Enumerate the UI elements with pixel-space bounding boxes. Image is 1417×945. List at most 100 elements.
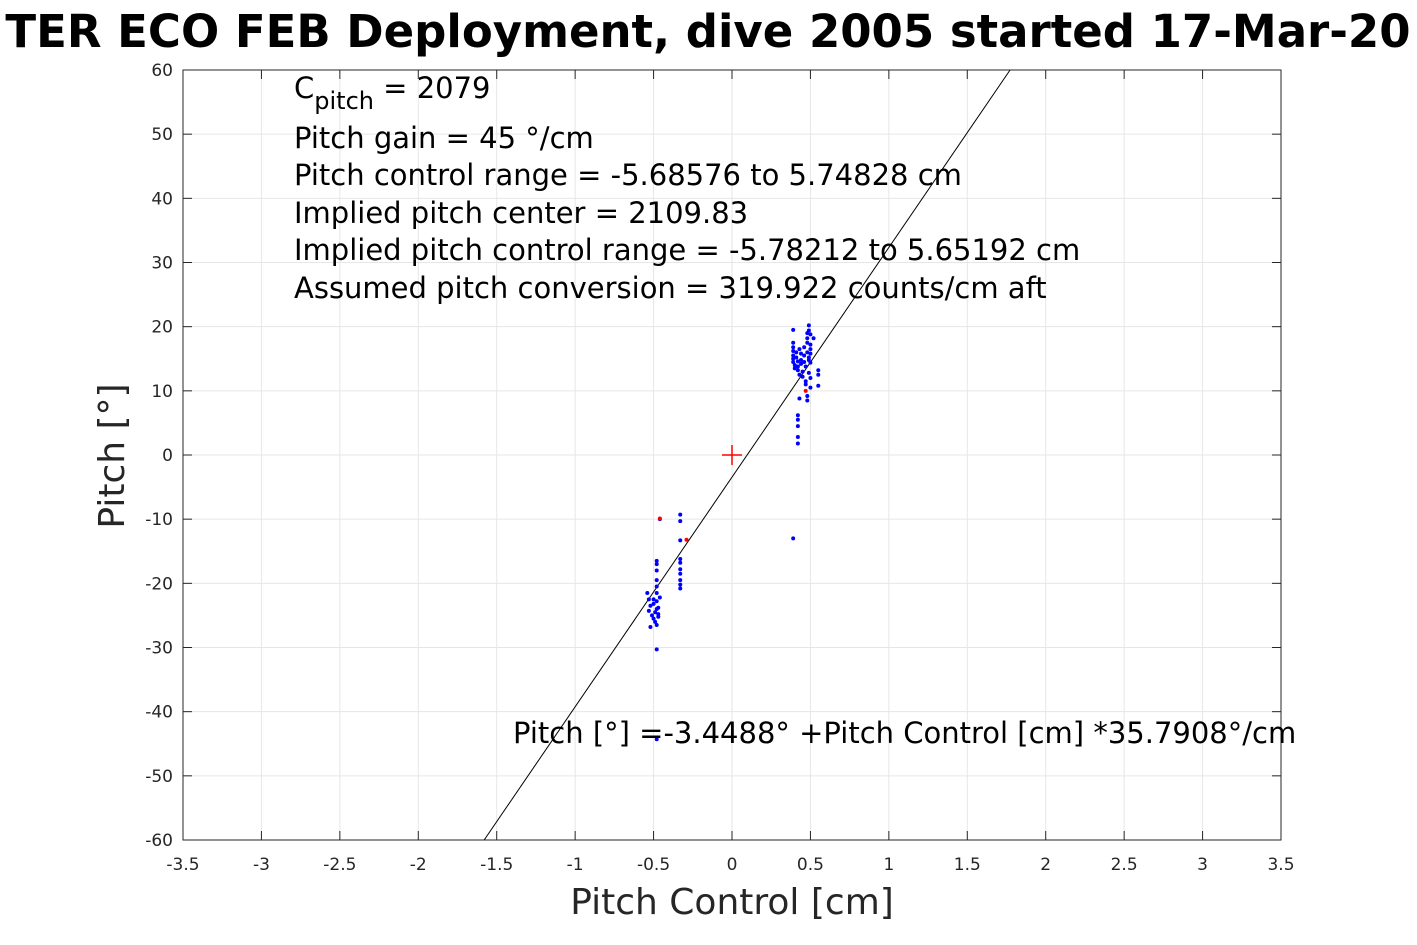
annotation-pitch-gain: Pitch gain = 45 °/cm: [294, 121, 594, 155]
data-point: [654, 568, 659, 573]
data-point: [800, 369, 805, 374]
data-point: [803, 364, 808, 369]
data-marks: [483, 69, 1011, 841]
series-main: [645, 323, 821, 742]
data-point: [806, 370, 811, 375]
data-point: [678, 519, 683, 524]
data-point: [803, 379, 808, 384]
data-point: [795, 417, 800, 422]
data-point: [654, 578, 659, 583]
data-point: [808, 342, 813, 347]
x-tick-label: 3: [1197, 855, 1208, 875]
x-tick-label: -1.5: [480, 855, 513, 875]
annotation-cpitch-subscript: pitch: [314, 87, 374, 115]
data-point: [654, 623, 659, 628]
x-tick-label: 0.5: [797, 855, 824, 875]
data-point: [654, 737, 659, 742]
data-point: [651, 616, 656, 621]
data-point: [791, 359, 796, 364]
y-tick-label: -50: [145, 767, 173, 787]
data-point: [648, 603, 653, 608]
data-point: [797, 372, 802, 377]
y-tick-label: 20: [151, 318, 173, 338]
data-point: [678, 556, 683, 561]
data-point: [805, 340, 810, 345]
data-point: [794, 355, 799, 360]
data-point: [678, 512, 683, 517]
data-point: [654, 599, 659, 604]
annotation-conversion: Assumed pitch conversion = 319.922 count…: [294, 271, 1047, 305]
data-point: [792, 363, 797, 368]
series-flagged: [657, 388, 808, 542]
data-point: [808, 332, 813, 337]
x-tick-label: 0: [727, 855, 738, 875]
data-point: [808, 376, 813, 380]
data-point: [802, 345, 807, 350]
data-point: [678, 582, 683, 587]
data-point: [791, 327, 796, 332]
y-tick-label: 40: [151, 189, 173, 209]
y-tick-label: -20: [145, 574, 173, 594]
x-tick-label: 2.5: [1111, 855, 1138, 875]
data-point: [795, 364, 800, 369]
data-point: [805, 393, 810, 398]
data-point: [654, 584, 659, 589]
data-point: [646, 608, 651, 613]
data-point: [794, 350, 799, 355]
data-point: [791, 536, 796, 541]
data-point: [792, 366, 797, 371]
data-point: [799, 358, 804, 363]
data-point: [656, 605, 661, 610]
y-tick-label: 60: [151, 61, 173, 81]
data-point: [678, 567, 683, 572]
data-point: [816, 383, 821, 388]
data-point: [808, 385, 813, 390]
data-point: [653, 610, 658, 615]
data-point: [648, 624, 653, 629]
data-point: [657, 595, 662, 600]
data-point: [650, 613, 655, 618]
data-point: [795, 424, 800, 429]
y-axis-label: Pitch [°]: [92, 383, 133, 528]
fit-equation-label: Pitch [°] =-3.4488° +Pitch Control [cm] …: [513, 716, 1296, 750]
annotation-control-range: Pitch control range = -5.68576 to 5.7482…: [294, 158, 962, 192]
data-point: [806, 328, 811, 333]
data-point: [654, 562, 659, 567]
data-point: [802, 353, 807, 358]
data-point: [795, 359, 800, 364]
data-point: [654, 558, 659, 563]
data-point: [808, 347, 813, 352]
data-point: [791, 353, 796, 358]
y-tick-label: 10: [151, 382, 173, 402]
annotation-cpitch-symbol: C: [294, 71, 314, 105]
y-tick-labels: -60 -50 -40 -30 -20 -10 0 10 20 30 40 50 60: [145, 61, 173, 851]
data-point: [805, 336, 810, 341]
data-point: [808, 351, 813, 356]
data-point: [797, 396, 802, 401]
data-point: [802, 359, 807, 364]
data-point: [791, 345, 796, 350]
x-tick-labels: -3.5 -3 -2.5 -2 -1.5 -1 -0.5 0 0.5 1 1.5 2 2.5 3 3.5: [166, 855, 1294, 875]
data-point: [678, 538, 683, 543]
y-tick-label: -30: [145, 639, 173, 659]
x-tick-label: 1.5: [954, 855, 981, 875]
data-point: [805, 350, 810, 355]
data-point: [799, 351, 804, 356]
data-point: [646, 597, 651, 602]
x-tick-label: 1: [883, 855, 894, 875]
annotation-pitch-center: Implied pitch center = 2109.83: [294, 196, 748, 230]
data-point: [654, 647, 659, 652]
annotation-cpitch-value: = 2079: [374, 71, 491, 105]
x-tick-label: -2: [410, 855, 427, 875]
data-point: [795, 413, 800, 418]
center-marker: [722, 445, 742, 465]
data-point: [795, 368, 800, 373]
data-point: [795, 441, 800, 446]
data-point: [806, 323, 811, 328]
data-point: [653, 619, 658, 624]
x-tick-label: -0.5: [637, 855, 670, 875]
data-point: [651, 601, 656, 606]
y-tick-label: 0: [162, 446, 173, 466]
